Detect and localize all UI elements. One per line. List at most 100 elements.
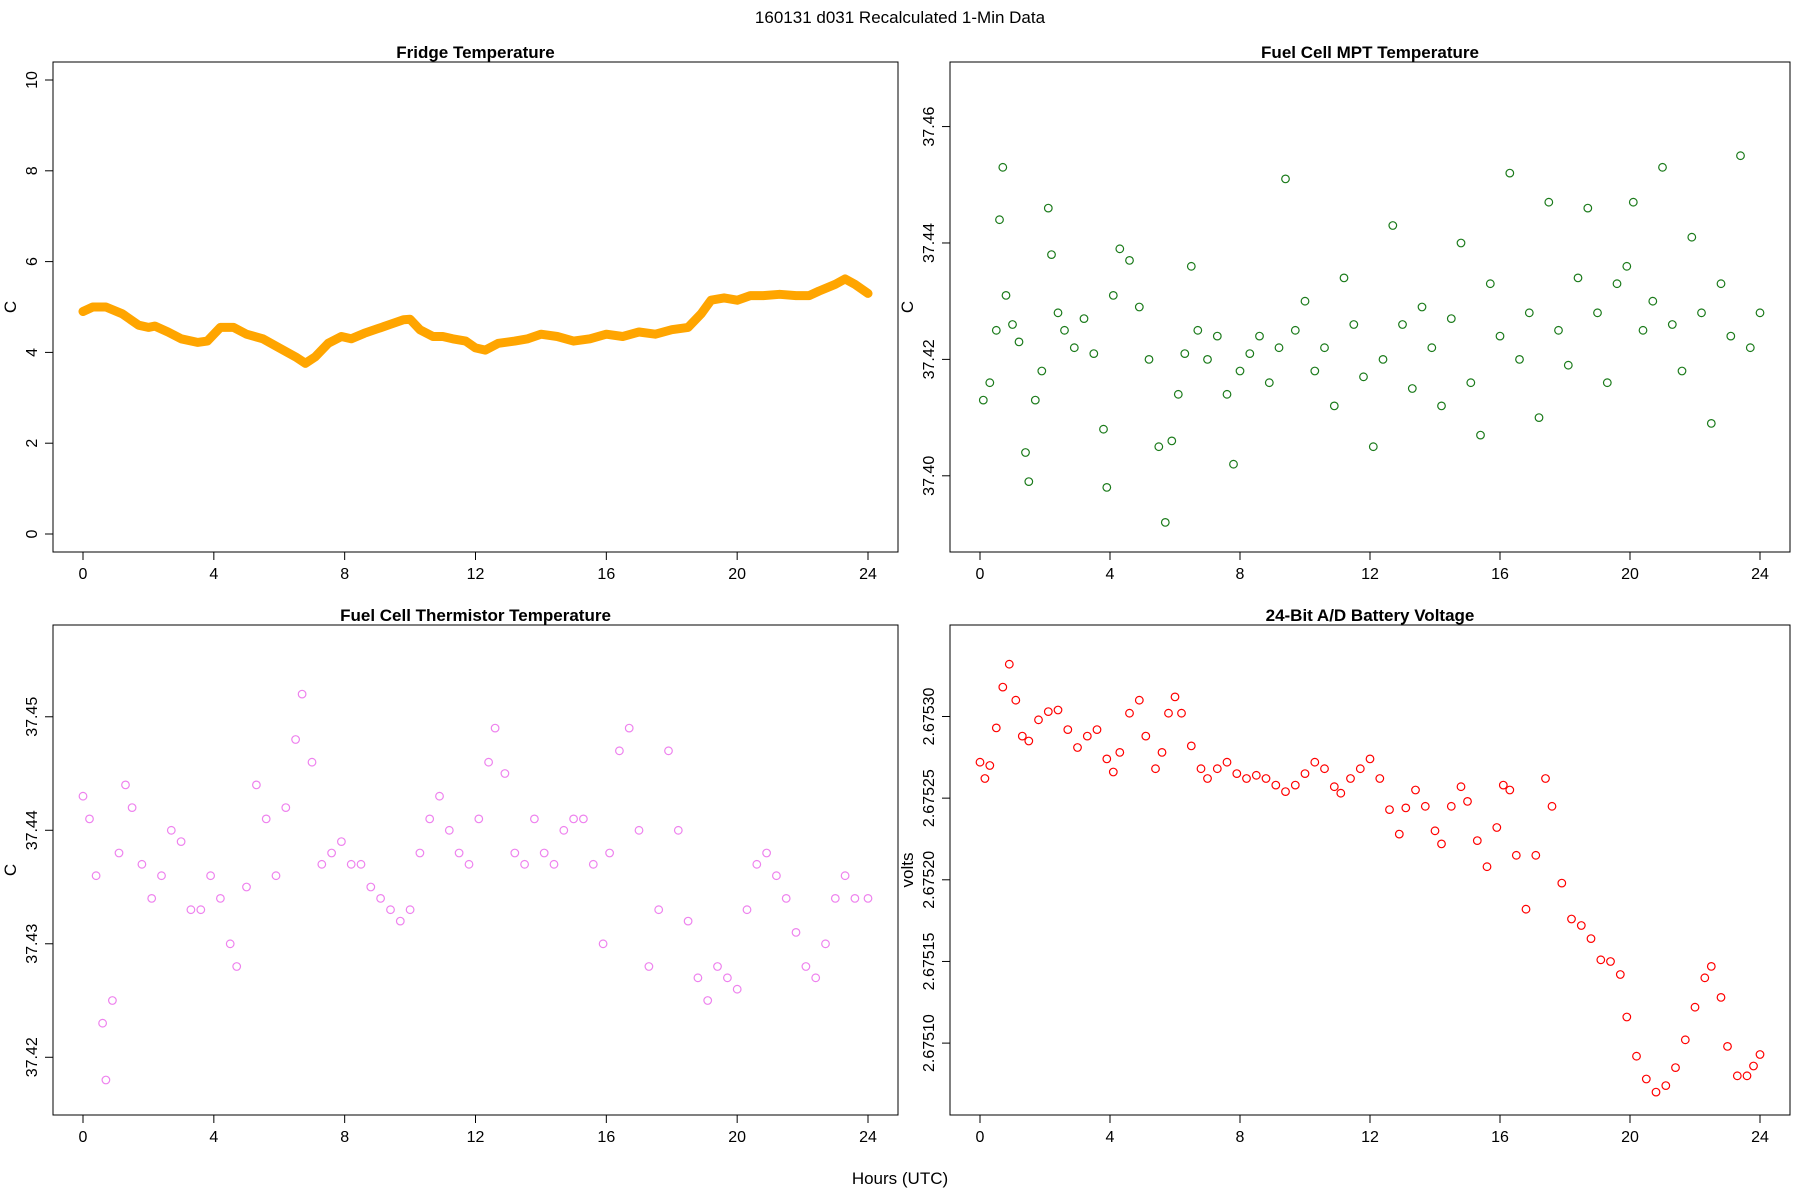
data-point xyxy=(772,871,781,881)
data-point xyxy=(1505,785,1515,795)
data-point xyxy=(114,848,124,858)
data-point xyxy=(1505,168,1515,178)
data-point xyxy=(1375,774,1385,783)
data-point xyxy=(1531,850,1541,860)
y-tick-label: 37.44 xyxy=(921,223,938,263)
data-point xyxy=(1456,238,1466,248)
data-point xyxy=(1310,366,1320,376)
data-point xyxy=(1667,320,1677,329)
data-point xyxy=(1157,748,1167,757)
data-point xyxy=(147,894,157,903)
y-axis-label: volts xyxy=(898,853,917,888)
data-point xyxy=(1271,780,1281,790)
data-point xyxy=(232,962,242,971)
data-point xyxy=(1690,1002,1700,1012)
data-point xyxy=(415,848,425,858)
data-point xyxy=(1167,436,1177,446)
y-tick-label: 37.40 xyxy=(921,456,938,496)
y-axis-label: C xyxy=(898,301,917,313)
data-point xyxy=(821,939,830,949)
data-point xyxy=(1144,355,1154,364)
data-point xyxy=(166,825,176,835)
data-point xyxy=(1053,308,1063,318)
data-point xyxy=(1349,320,1359,329)
data-point xyxy=(490,723,500,733)
data-point xyxy=(1329,401,1339,411)
data-point xyxy=(1115,748,1125,757)
x-tick-label: 0 xyxy=(976,566,985,583)
data-point xyxy=(1466,378,1476,388)
data-point xyxy=(1069,343,1079,353)
data-point xyxy=(1677,366,1687,376)
data-point xyxy=(762,848,771,858)
y-tick-label: 0 xyxy=(24,529,41,538)
data-point xyxy=(1134,695,1144,705)
data-point xyxy=(1004,659,1014,669)
data-point xyxy=(1755,308,1765,318)
x-tick-label: 20 xyxy=(728,1129,746,1146)
data-point xyxy=(1222,757,1232,767)
plot-frame xyxy=(949,624,1791,1116)
data-point xyxy=(1043,203,1053,213)
chart-title: Fridge Temperature xyxy=(396,43,554,62)
data-point xyxy=(1011,695,1021,705)
data-point xyxy=(444,825,454,835)
chart-battery: 24-Bit A/D Battery Voltage 0 4 8 12 16 20 24 2.6… xyxy=(898,606,1791,1146)
data-point xyxy=(520,859,529,869)
data-point xyxy=(1173,389,1183,399)
data-point xyxy=(1726,331,1736,341)
data-point xyxy=(1154,442,1164,452)
data-point xyxy=(1430,826,1440,836)
data-point xyxy=(395,916,405,926)
data-point xyxy=(1615,970,1625,979)
data-point xyxy=(1472,836,1482,845)
data-point xyxy=(1723,1041,1732,1051)
data-point xyxy=(1554,325,1563,335)
data-point xyxy=(1115,244,1125,254)
x-tick-label: 12 xyxy=(467,1129,485,1146)
data-point xyxy=(1498,780,1508,790)
x-tick-label: 12 xyxy=(1361,566,1379,583)
data-point xyxy=(1053,705,1063,715)
x-tick-label: 4 xyxy=(1106,1129,1115,1146)
data-point xyxy=(1242,774,1251,783)
data-point xyxy=(1583,203,1593,213)
data-point xyxy=(1290,325,1300,335)
data-point xyxy=(474,814,484,824)
data-point xyxy=(791,928,801,937)
y-tick-label: 2.67520 xyxy=(921,851,938,909)
data-point xyxy=(1170,692,1180,702)
data-point xyxy=(1541,774,1550,783)
chart-title: Fuel Cell Thermistor Temperature xyxy=(340,606,611,625)
data-point xyxy=(598,939,608,949)
data-point xyxy=(811,973,821,983)
data-point xyxy=(1235,366,1245,376)
data-point xyxy=(1671,1063,1680,1072)
data-point xyxy=(1547,801,1557,811)
data-point xyxy=(261,814,271,824)
data-point xyxy=(101,1075,111,1085)
data-point xyxy=(1586,934,1596,943)
data-point xyxy=(1261,774,1271,783)
data-point xyxy=(1573,273,1583,283)
data-point xyxy=(703,996,713,1005)
x-tick-label: 0 xyxy=(79,566,88,583)
data-point xyxy=(317,859,327,869)
data-point xyxy=(1346,774,1355,783)
data-point xyxy=(291,735,301,744)
data-point xyxy=(1641,1074,1651,1084)
y-tick-label: 37.43 xyxy=(24,924,41,964)
data-point xyxy=(107,996,117,1005)
data-point xyxy=(1186,741,1196,751)
data-point xyxy=(1638,325,1648,335)
data-point xyxy=(549,859,559,869)
data-point xyxy=(1427,343,1437,353)
data-point xyxy=(1274,343,1284,353)
y-tick-label: 37.46 xyxy=(921,106,938,146)
data-point xyxy=(1456,782,1466,792)
data-point xyxy=(454,848,464,858)
data-point xyxy=(1401,803,1411,813)
data-point xyxy=(1437,401,1446,411)
y-tick-label: 37.42 xyxy=(921,339,938,379)
data-point xyxy=(673,825,683,835)
